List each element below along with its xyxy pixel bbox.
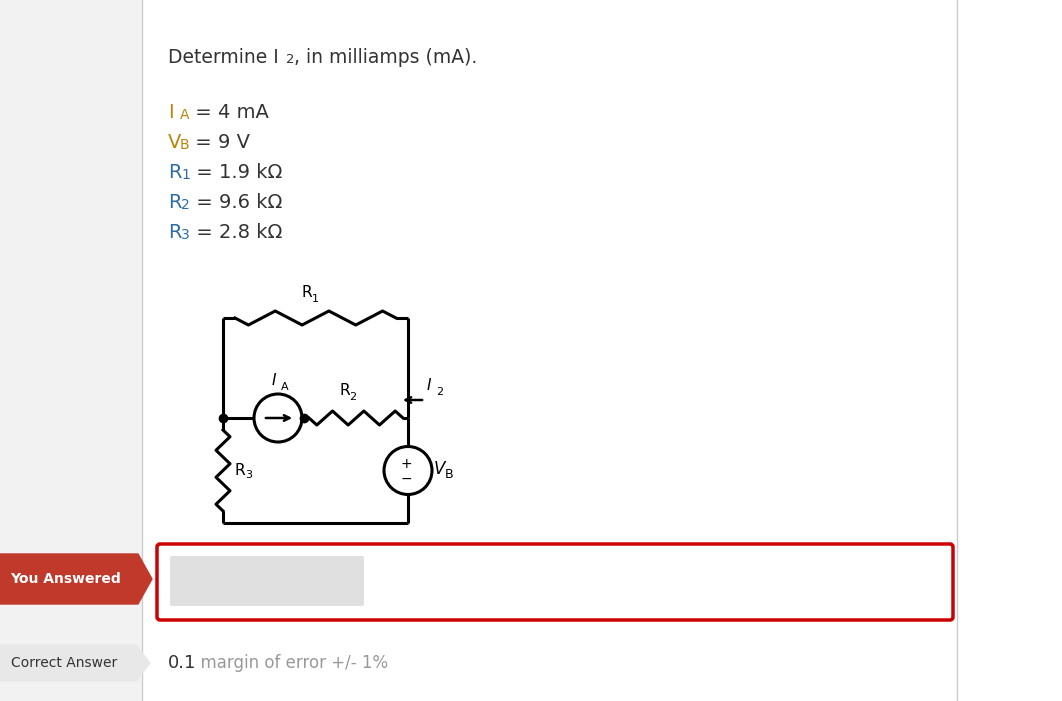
Text: = 4 mA: = 4 mA [189,103,269,122]
Text: , in milliamps (mA).: , in milliamps (mA). [294,48,477,67]
Text: A: A [179,108,189,122]
Bar [0,0,142,701]
Text: = 9 V: = 9 V [189,133,250,152]
Text: I: I [168,103,173,122]
Text: 1: 1 [181,168,190,182]
Text: 2: 2 [286,53,294,66]
Text: −: − [400,472,412,486]
Text: I: I [427,378,431,393]
Text: A: A [281,382,289,392]
Text: You Answered: You Answered [10,572,120,586]
Text: +: + [400,456,412,470]
Text: 2: 2 [436,387,443,397]
Text: margin of error +/- 1%: margin of error +/- 1% [190,654,388,672]
Text: V: V [434,459,445,477]
Text: R: R [302,285,312,300]
Text: R: R [168,193,182,212]
Text: B: B [179,138,190,152]
FancyBboxPatch shape [157,544,953,620]
Text: 3: 3 [181,228,190,242]
Text: 0.1: 0.1 [168,654,196,672]
Text: B: B [445,468,453,481]
Text: R: R [235,463,245,478]
Text: 2: 2 [349,392,357,402]
FancyArrow shape [0,645,150,681]
Text: R: R [340,383,350,398]
Text: R: R [168,163,182,182]
Text: = 2.8 kΩ: = 2.8 kΩ [190,223,282,242]
Text: I: I [272,373,276,388]
Text: 3: 3 [245,470,252,480]
Text: = 9.6 kΩ: = 9.6 kΩ [190,193,282,212]
Text: 1: 1 [311,294,319,304]
Text: Correct Answer: Correct Answer [11,656,117,670]
FancyBboxPatch shape [170,556,364,606]
Text: V: V [168,133,182,152]
Text: R: R [168,223,182,242]
FancyArrow shape [0,554,152,604]
Text: = 1.9 kΩ: = 1.9 kΩ [190,163,282,182]
Text: Determine I: Determine I [168,48,278,67]
Text: 2: 2 [181,198,190,212]
Bar [142,0,1062,701]
